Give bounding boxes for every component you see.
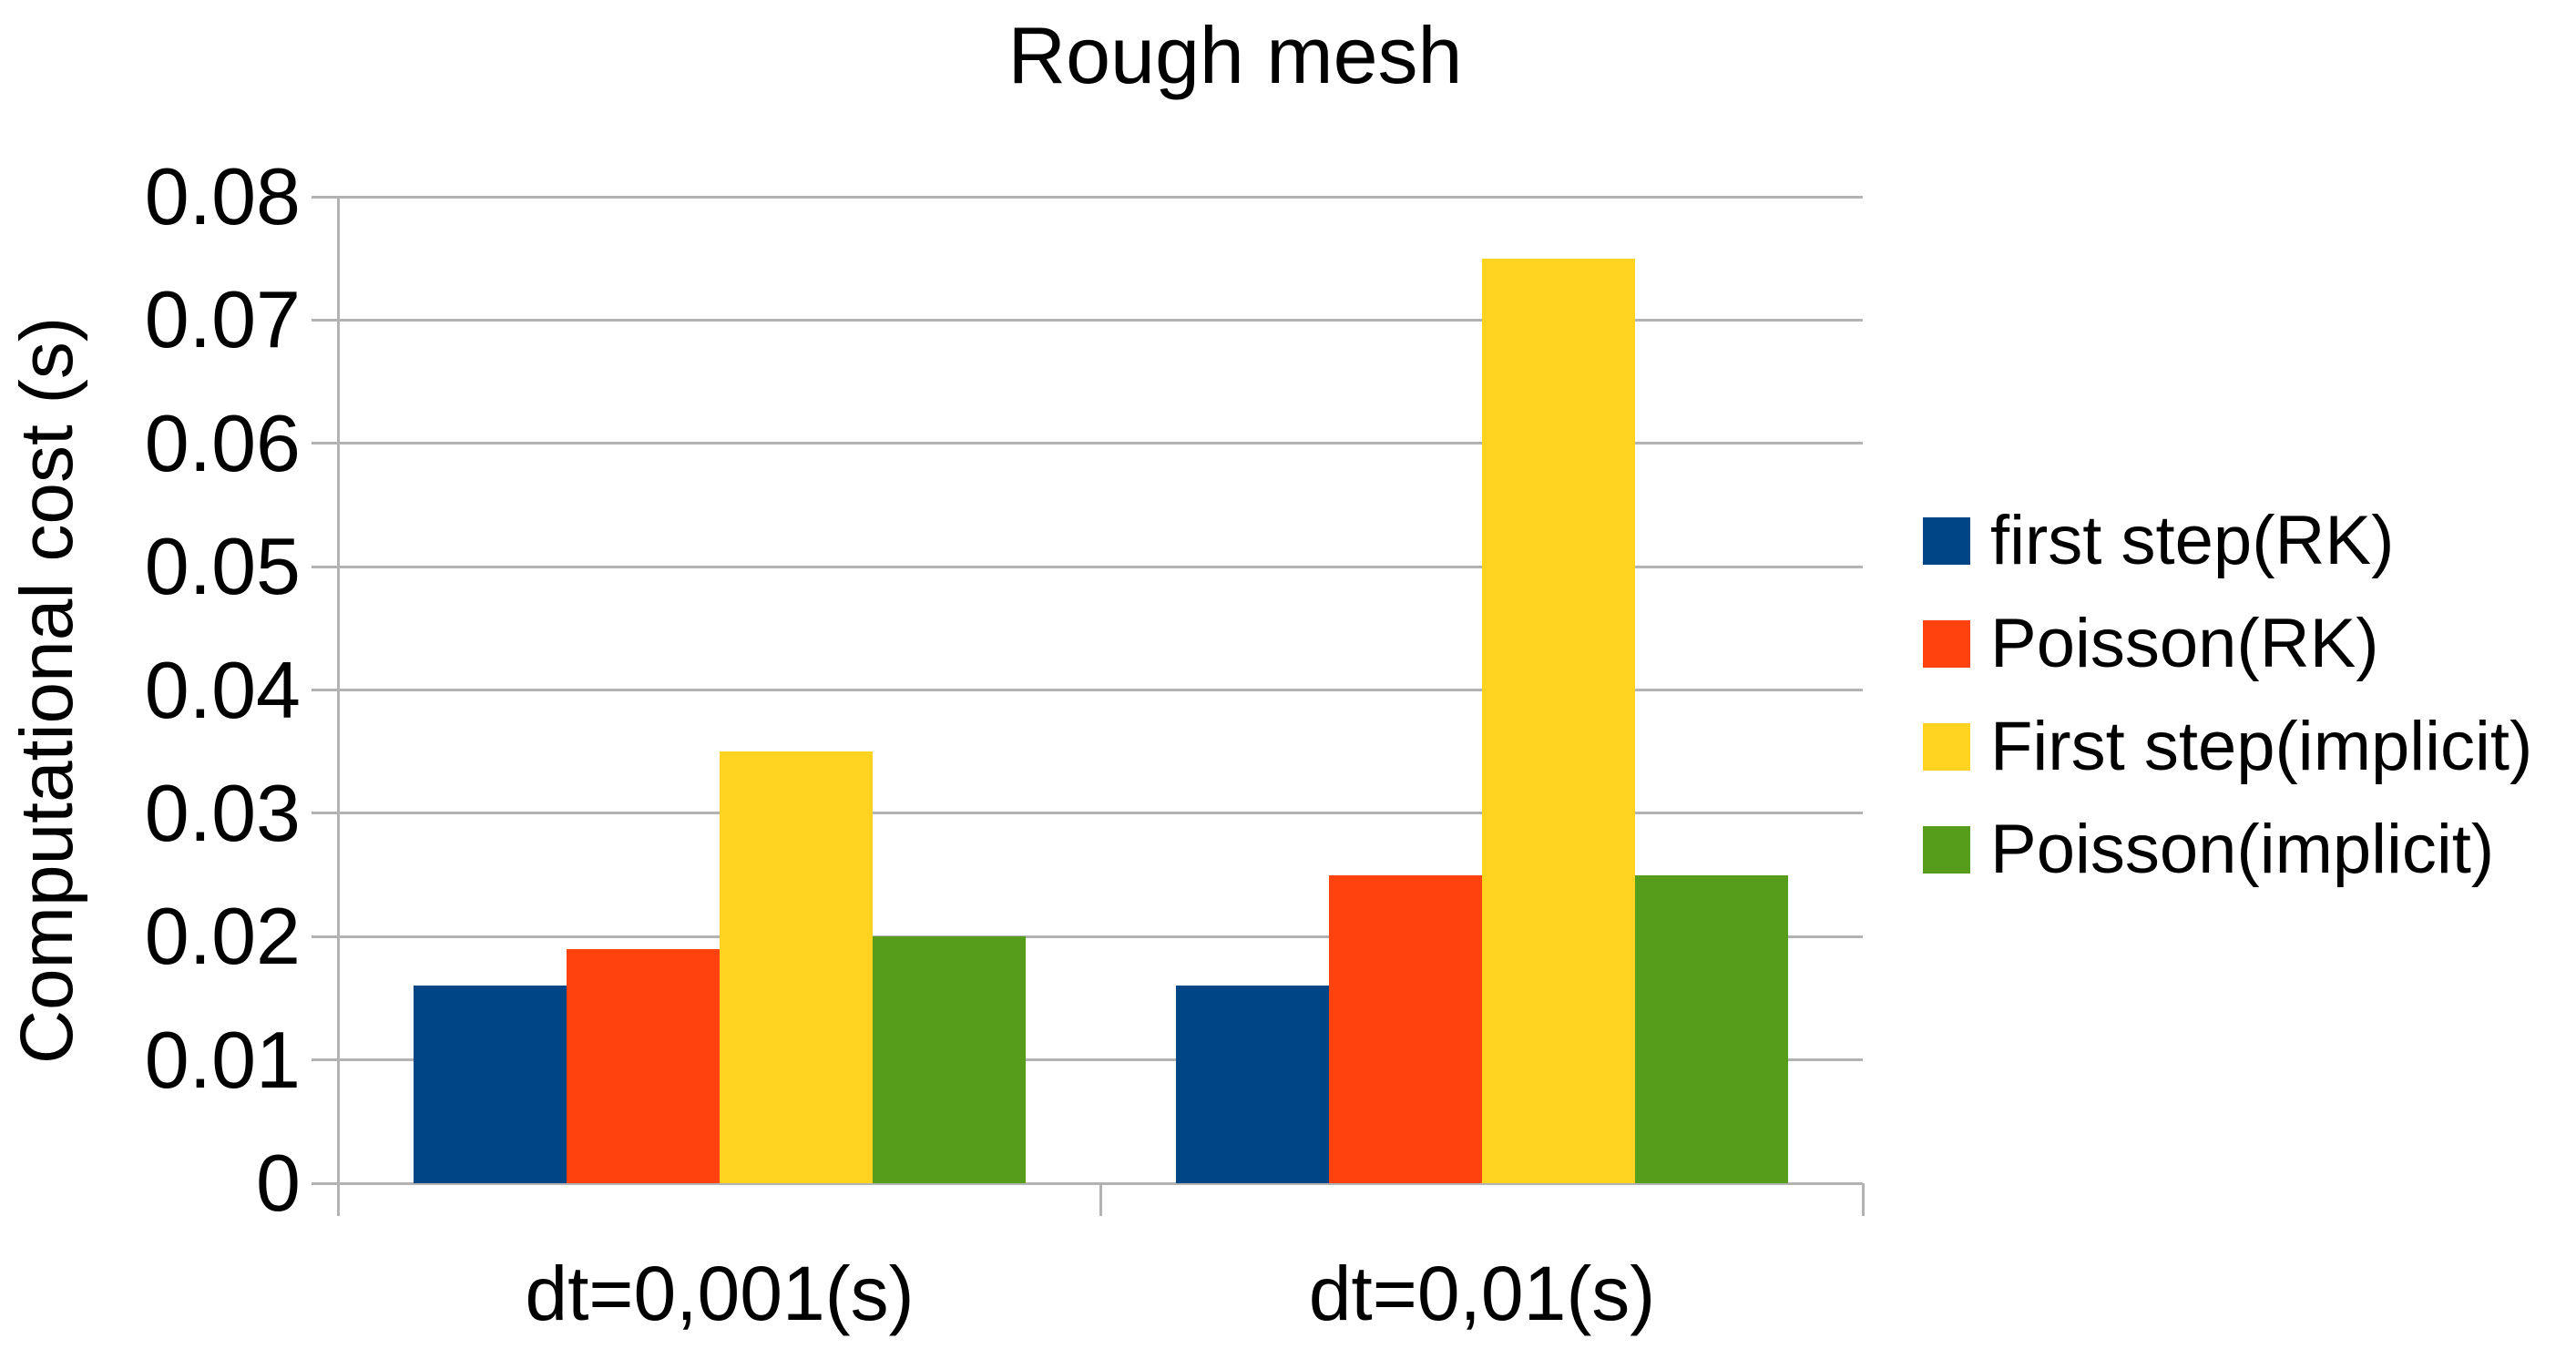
legend-color-swatch bbox=[1923, 516, 1970, 565]
gridline bbox=[312, 565, 1863, 568]
legend-label: first step(RK) bbox=[1990, 502, 2395, 579]
bar-first-step-rk-dt-0-001-s bbox=[414, 986, 567, 1183]
bar-first-step-rk-dt-0-01-s bbox=[1176, 986, 1329, 1183]
legend: first step(RK) Poisson(RK) First step(impl… bbox=[1923, 489, 2532, 901]
y-axis-line bbox=[337, 197, 340, 1216]
y-tick-label: 0.04 bbox=[144, 644, 301, 735]
y-tick-label: 0.06 bbox=[144, 397, 301, 488]
legend-color-swatch bbox=[1923, 619, 1970, 668]
legend-color-swatch bbox=[1923, 825, 1970, 874]
y-tick-label: 0 bbox=[256, 1138, 301, 1228]
legend-item: Poisson(implicit) bbox=[1923, 798, 2532, 901]
legend-label: Poisson(implicit) bbox=[1990, 811, 2495, 888]
x-axis-tick bbox=[1099, 1183, 1102, 1216]
bar-poisson-implicit-dt-0-01-s bbox=[1635, 874, 1788, 1183]
y-tick-label: 0.07 bbox=[144, 274, 301, 365]
bar-poisson-rk-dt-0-001-s bbox=[567, 948, 720, 1183]
x-category-label: dt=0,001(s) bbox=[525, 1251, 915, 1336]
y-tick-label: 0.02 bbox=[144, 891, 301, 982]
gridline bbox=[312, 195, 1863, 199]
y-tick-label: 0.08 bbox=[144, 151, 301, 241]
gridline bbox=[312, 689, 1863, 691]
gridline bbox=[312, 1058, 1863, 1062]
bar-first-step-implicit-dt-0-001-s bbox=[720, 751, 873, 1183]
gridline bbox=[312, 442, 1863, 445]
legend-item: First step(implicit) bbox=[1923, 695, 2532, 798]
legend-item: first step(RK) bbox=[1923, 489, 2532, 592]
gridline bbox=[312, 935, 1863, 938]
x-axis-tick bbox=[1861, 1183, 1865, 1216]
y-tick-label: 0.01 bbox=[144, 1014, 301, 1105]
plot-area bbox=[312, 195, 1865, 1216]
gridline bbox=[312, 318, 1863, 322]
gridline bbox=[312, 1181, 1863, 1185]
y-tick-label: 0.03 bbox=[144, 767, 301, 858]
legend-color-swatch bbox=[1923, 722, 1970, 771]
bar-first-step-implicit-dt-0-01-s bbox=[1482, 258, 1635, 1183]
x-category-label: dt=0,01(s) bbox=[1308, 1251, 1656, 1336]
y-tick-label: 0.05 bbox=[144, 521, 301, 612]
bar-poisson-implicit-dt-0-001-s bbox=[873, 936, 1026, 1183]
bar-poisson-rk-dt-0-01-s bbox=[1329, 874, 1482, 1183]
gridline bbox=[312, 812, 1863, 815]
legend-label: First step(implicit) bbox=[1990, 708, 2533, 785]
legend-item: Poisson(RK) bbox=[1923, 592, 2532, 695]
legend-label: Poisson(RK) bbox=[1990, 605, 2379, 682]
chart-title: Rough mesh bbox=[1007, 10, 1463, 100]
